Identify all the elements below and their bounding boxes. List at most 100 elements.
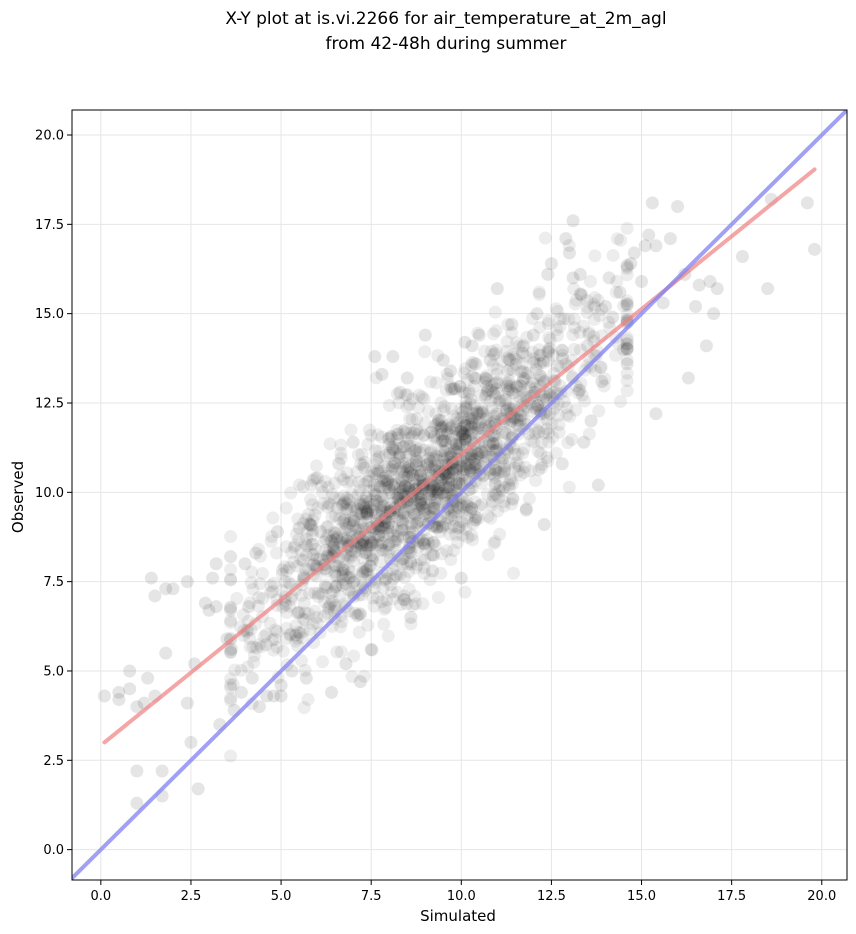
- data-point: [528, 401, 542, 415]
- data-point: [428, 419, 442, 433]
- data-point: [559, 232, 573, 246]
- data-point: [480, 411, 494, 425]
- data-point: [381, 473, 395, 487]
- data-point: [431, 482, 445, 496]
- data-point: [465, 528, 479, 542]
- data-point: [432, 479, 446, 493]
- data-point: [566, 214, 580, 228]
- data-point: [347, 575, 361, 589]
- data-point: [384, 430, 398, 444]
- data-point: [509, 357, 523, 371]
- data-point: [381, 521, 395, 535]
- data-point: [411, 540, 425, 554]
- data-point: [376, 543, 390, 557]
- data-point: [415, 501, 429, 515]
- data-point: [371, 465, 385, 479]
- data-point: [552, 418, 566, 432]
- data-point: [413, 469, 427, 483]
- data-point: [761, 282, 775, 296]
- data-point: [375, 543, 389, 557]
- data-point: [414, 498, 428, 512]
- data-point: [224, 530, 238, 544]
- x-tick-label: 10.0: [447, 889, 476, 904]
- data-point: [390, 423, 404, 437]
- data-point: [539, 405, 553, 419]
- data-point: [378, 474, 392, 488]
- data-point: [503, 481, 517, 495]
- data-point: [410, 453, 424, 467]
- data-point: [381, 629, 395, 643]
- data-point: [410, 457, 424, 471]
- data-point: [479, 412, 493, 426]
- data-point: [598, 372, 612, 386]
- data-point: [546, 430, 560, 444]
- data-point: [481, 548, 495, 562]
- data-point: [243, 596, 257, 610]
- data-point: [245, 565, 259, 579]
- data-point: [489, 324, 503, 338]
- data-point: [392, 396, 406, 410]
- data-point: [535, 435, 549, 449]
- data-point: [265, 633, 279, 647]
- y-tick-label: 5.0: [43, 664, 64, 679]
- data-point: [397, 523, 411, 537]
- data-point: [573, 287, 587, 301]
- data-point: [385, 463, 399, 477]
- data-point: [306, 547, 320, 561]
- data-point: [516, 346, 530, 360]
- data-point: [443, 527, 457, 541]
- data-point: [453, 520, 467, 534]
- data-point: [681, 371, 695, 385]
- data-point: [429, 449, 443, 463]
- data-point: [441, 427, 455, 441]
- data-point: [498, 465, 512, 479]
- x-tick-label: 20.0: [807, 889, 836, 904]
- data-point: [396, 483, 410, 497]
- data-point: [412, 491, 426, 505]
- data-point: [357, 565, 371, 579]
- data-point: [479, 450, 493, 464]
- data-point: [489, 382, 503, 396]
- data-point: [396, 473, 410, 487]
- data-point: [306, 558, 320, 572]
- data-point: [445, 432, 459, 446]
- data-point: [498, 462, 512, 476]
- data-point: [430, 521, 444, 535]
- data-point: [582, 427, 596, 441]
- data-point: [206, 571, 220, 585]
- data-point: [412, 464, 426, 478]
- data-point: [386, 443, 400, 457]
- data-point: [299, 512, 313, 526]
- data-point: [465, 369, 479, 383]
- data-point: [255, 566, 269, 580]
- data-point: [509, 352, 523, 366]
- data-point: [493, 394, 507, 408]
- data-point: [447, 444, 461, 458]
- data-point: [315, 479, 329, 493]
- data-point: [356, 494, 370, 508]
- data-point: [359, 507, 373, 521]
- data-point: [400, 388, 414, 402]
- data-point: [516, 374, 530, 388]
- data-point: [459, 462, 473, 476]
- data-point: [247, 649, 261, 663]
- data-point: [383, 446, 397, 460]
- data-point: [514, 365, 528, 379]
- data-point: [397, 530, 411, 544]
- data-point: [551, 408, 565, 422]
- data-point: [370, 538, 384, 552]
- data-point: [642, 228, 656, 242]
- data-point: [390, 427, 404, 441]
- data-point: [447, 442, 461, 456]
- data-point: [358, 546, 372, 560]
- data-point: [425, 488, 439, 502]
- data-point: [441, 471, 455, 485]
- data-point: [400, 449, 414, 463]
- data-point: [320, 581, 334, 595]
- data-point: [355, 447, 369, 461]
- data-point: [503, 456, 517, 470]
- data-point: [398, 480, 412, 494]
- data-point: [692, 278, 706, 292]
- data-point: [461, 511, 475, 525]
- data-point: [353, 606, 367, 620]
